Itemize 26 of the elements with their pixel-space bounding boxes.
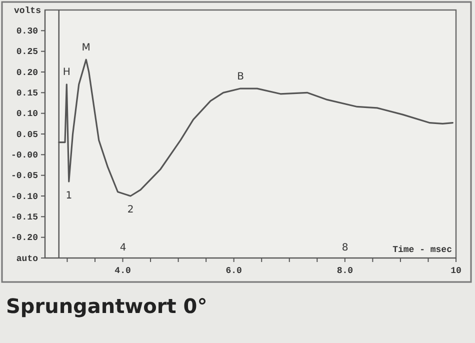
x-tick-label: 4.0 [114,266,131,276]
annotation: 2 [127,204,134,216]
y-tick-label: 0.25 [16,47,38,58]
y-tick-label: -0.05 [10,171,38,182]
y-tick-label: 0.10 [16,109,38,120]
y-tick-label: -0.20 [10,233,38,244]
annotation: M [82,42,90,54]
annotation: 1 [66,190,72,202]
text: Sprungantwort 0° [6,294,208,318]
y-tick-label: auto [16,254,38,264]
y-tick-label: 0.20 [16,68,38,78]
y-axis-title: volts [14,6,41,16]
y-tick-label: 0.05 [16,130,38,140]
annotation: 8 [342,242,348,254]
x-tick-label: 10 [450,266,462,276]
x-tick-label: 6.0 [226,266,242,276]
x-axis-title: Time - msec [392,245,452,255]
y-tick-label: -0.10 [10,192,38,202]
y-tick-label: -0.15 [10,212,38,223]
y-tick-label: 0.30 [16,26,38,37]
y-tick-label: 0.15 [16,88,38,99]
annotation: 4 [120,242,126,254]
y-tick-label: -0.00 [10,150,38,161]
annotation: H [62,67,70,78]
annotation: B [237,71,244,82]
x-tick-label: 8.0 [336,266,354,276]
